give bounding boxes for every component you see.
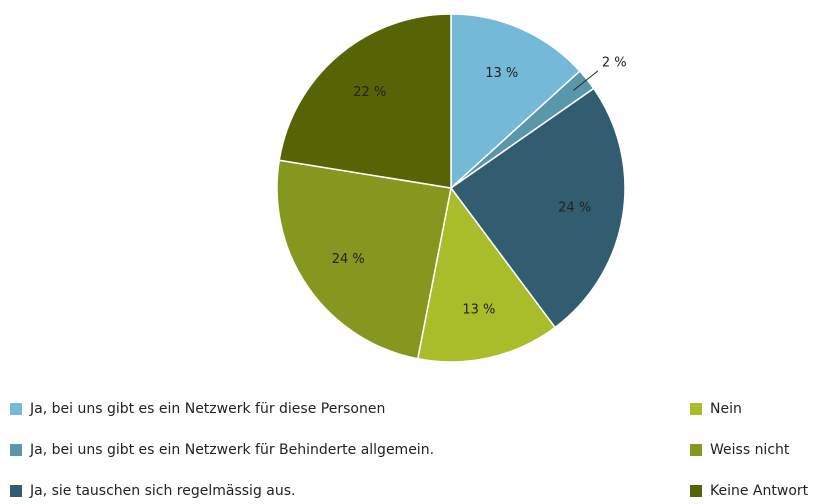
data-label: 24 % [558, 200, 591, 215]
leader-line [573, 70, 599, 91]
pie-slice [450, 13, 581, 190]
legend-label: Nein [710, 401, 742, 417]
pie-slice [416, 186, 557, 363]
legend-label: Ja, bei uns gibt es ein Netzwerk für Beh… [29, 442, 434, 458]
legend-label: Keine Antwort [710, 483, 809, 499]
data-label: 2 % [602, 55, 627, 70]
legend-label: Ja, sie tauschen sich regelmässig aus. [29, 483, 295, 499]
pie-slice [276, 159, 452, 360]
pie-slice [278, 13, 452, 189]
legend-swatch [690, 444, 702, 456]
legend-swatch [690, 485, 702, 497]
legend-swatch [10, 444, 22, 456]
data-label: 13 % [485, 66, 518, 81]
pie-slice [449, 87, 626, 329]
legend-swatch [690, 403, 702, 415]
legend-label: Ja, bei uns gibt es ein Netzwerk für die… [29, 401, 385, 417]
legend-label: Weiss nicht [710, 442, 790, 458]
data-label: 22 % [353, 85, 386, 100]
data-label: 13 % [462, 303, 495, 318]
legend-swatch [10, 485, 22, 497]
data-label: 24 % [332, 252, 365, 267]
legend-swatch [10, 403, 22, 415]
